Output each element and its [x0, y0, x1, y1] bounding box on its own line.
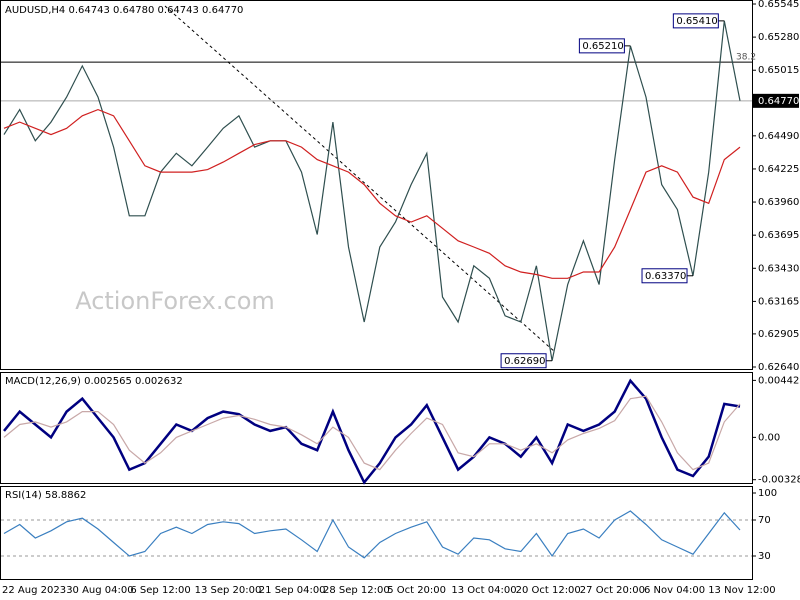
y-tick-label: 0.62905: [758, 329, 799, 340]
y-tick-label: 0.64490: [758, 131, 799, 142]
x-tick-label: 28 Sep 12:00: [323, 585, 390, 596]
macd-panel: [0, 372, 753, 484]
x-tick-label: 13 Sep 20:00: [195, 585, 262, 596]
annotation-box: [500, 353, 547, 369]
series-line: [3, 510, 741, 559]
price-panel: [0, 0, 753, 370]
y-tick-label: 0.65545: [758, 0, 799, 10]
y-tick-label: 0.63430: [758, 263, 799, 274]
trend-line: [164, 5, 556, 353]
y-tick-label: 0.65280: [758, 32, 799, 43]
annotation-box: [641, 268, 688, 284]
watermark: ActionForex.com: [75, 287, 275, 315]
annotation-label: 0.65210: [582, 41, 623, 52]
y-tick-label: 0.65015: [758, 65, 799, 76]
y-tick-label: 0.00: [758, 432, 780, 443]
y-tick-label: 30: [758, 551, 771, 562]
x-tick-label: 22 Aug 2023: [2, 585, 66, 596]
x-tick-label: 13 Oct 04:00: [451, 585, 516, 596]
annotation-label: 0.62690: [504, 356, 545, 367]
y-tick-label: 0.004427: [758, 375, 800, 386]
rsi-title: RSI(14) 58.8862: [5, 490, 86, 501]
series-line: [3, 395, 741, 471]
x-tick-label: 21 Sep 04:00: [259, 585, 326, 596]
y-tick-label: 0.64225: [758, 164, 799, 175]
x-tick-label: 6 Sep 12:00: [130, 585, 190, 596]
y-tick-label: 70: [758, 515, 771, 526]
x-tick-label: 6 Nov 04:00: [644, 585, 705, 596]
y-tick-label: 0.63960: [758, 197, 799, 208]
chart-title: AUDUSD,H4 0.64743 0.64780 0.64743 0.6477…: [5, 5, 243, 16]
y-tick-label: 0.63165: [758, 296, 799, 307]
annotation-label: 0.65410: [676, 16, 717, 27]
last-price-box: [753, 93, 799, 108]
y-tick-label: 0.63695: [758, 230, 799, 241]
series-line: [3, 108, 741, 279]
annotation-label: 0.63370: [645, 271, 686, 282]
last-price-label: 0.64770: [758, 96, 799, 107]
series-line: [3, 20, 741, 361]
x-tick-label: 30 Aug 04:00: [66, 585, 133, 596]
fib-label: 38.2: [736, 53, 756, 63]
x-tick-label: 27 Oct 20:00: [580, 585, 645, 596]
y-tick-label: -0.003288: [758, 475, 800, 486]
annotation-box: [672, 13, 719, 29]
rsi-panel: [0, 486, 753, 580]
x-tick-label: 5 Oct 20:00: [387, 585, 446, 596]
x-tick-label: 20 Oct 12:00: [516, 585, 581, 596]
y-tick-label: 100: [758, 488, 777, 499]
macd-title: MACD(12,26,9) 0.002565 0.002632: [5, 376, 183, 387]
annotation-box: [578, 38, 625, 54]
series-line: [3, 378, 741, 485]
x-tick-label: 13 Nov 12:00: [708, 585, 775, 596]
y-tick-label: 0.62640: [758, 362, 799, 373]
